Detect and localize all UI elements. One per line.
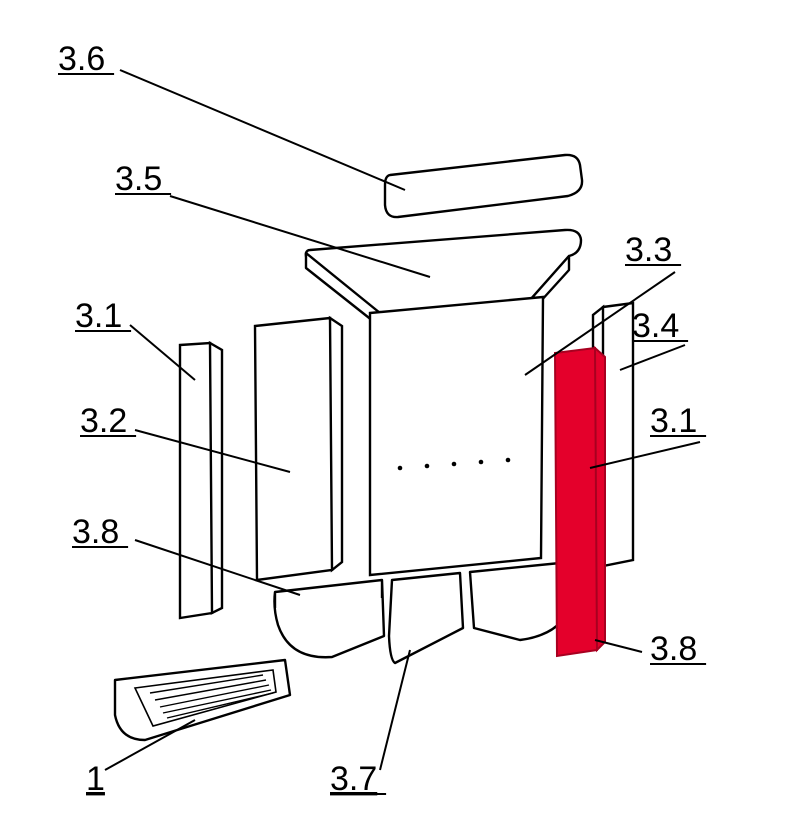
exploded-diagram: 3.6 3.5 3.1 3.2 3.8 1 3.7 3.3 3.4 3.1 3.8	[0, 0, 798, 819]
hole-dot	[398, 466, 403, 471]
leader-l37	[380, 650, 410, 770]
label-l33: 3.3	[625, 231, 672, 269]
label-l35: 3.5	[115, 160, 162, 198]
part-3-2-panel	[255, 318, 342, 580]
label-l31R: 3.1	[650, 402, 697, 440]
label-l36: 3.6	[58, 40, 105, 78]
label-l1: 1	[86, 760, 105, 798]
label-l37: 3.7	[330, 760, 377, 798]
part-3-1-right-panel-highlighted	[555, 348, 605, 656]
label-l38L: 3.8	[72, 513, 119, 551]
label-l34: 3.4	[632, 307, 679, 345]
label-l38R: 3.8	[650, 630, 697, 668]
part-3-3-back-panel	[370, 297, 543, 575]
hole-dot	[425, 464, 430, 469]
part-3-7-floor-center	[389, 573, 463, 663]
hole-dot	[506, 458, 511, 463]
hole-dot	[452, 462, 457, 467]
label-l32: 3.2	[80, 402, 127, 440]
part-3-1-left-panel	[180, 343, 222, 618]
part-3-6-top-plate	[385, 155, 582, 217]
hole-dot	[479, 460, 484, 465]
leader-l36	[120, 70, 405, 190]
label-l31L: 3.1	[75, 297, 122, 335]
